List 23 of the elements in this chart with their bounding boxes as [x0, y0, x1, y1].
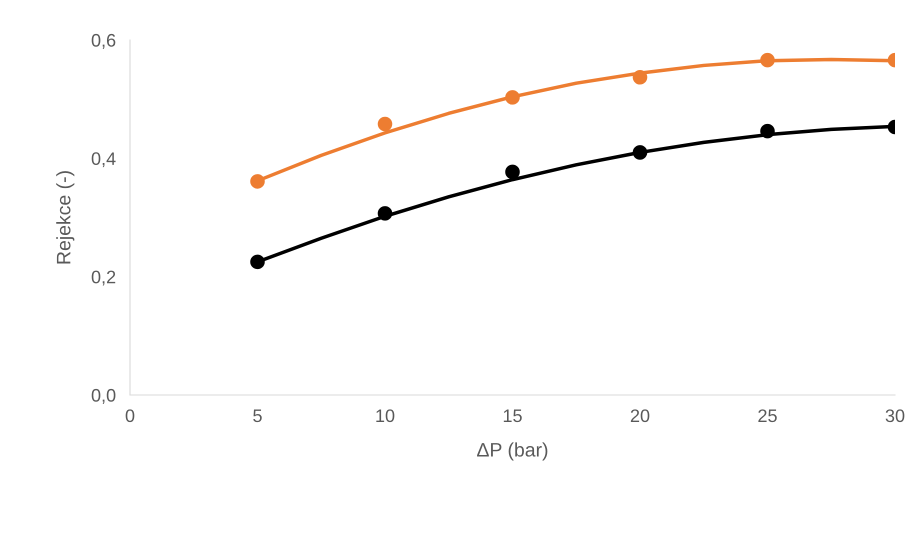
x-axis-title: ΔP (bar): [477, 442, 548, 461]
point: [632, 145, 648, 160]
point: [378, 116, 392, 132]
x-tick-label: 5: [253, 410, 262, 422]
x-tick-label: 15: [504, 410, 522, 422]
y-axis-title: Rejekce (-): [56, 171, 74, 264]
x-tick-label: 20: [630, 409, 650, 422]
point: [250, 254, 265, 270]
x-tick-label: 30: [886, 409, 904, 422]
x-tick-label: 0: [126, 409, 134, 422]
point: [760, 52, 775, 68]
x-tick-label: 10: [376, 409, 394, 422]
y-tick-label: 0,6: [92, 34, 116, 49]
point: [505, 164, 520, 180]
y-tick-label: 0,4: [92, 152, 116, 168]
point: [250, 174, 265, 189]
point: [760, 124, 775, 138]
y-tick-label: 0,2: [92, 270, 116, 286]
x-tick-label: 25: [758, 409, 777, 422]
point: [632, 70, 648, 85]
y-tick-label: 0,0: [92, 388, 116, 404]
point: [505, 90, 520, 105]
point: [378, 206, 392, 221]
